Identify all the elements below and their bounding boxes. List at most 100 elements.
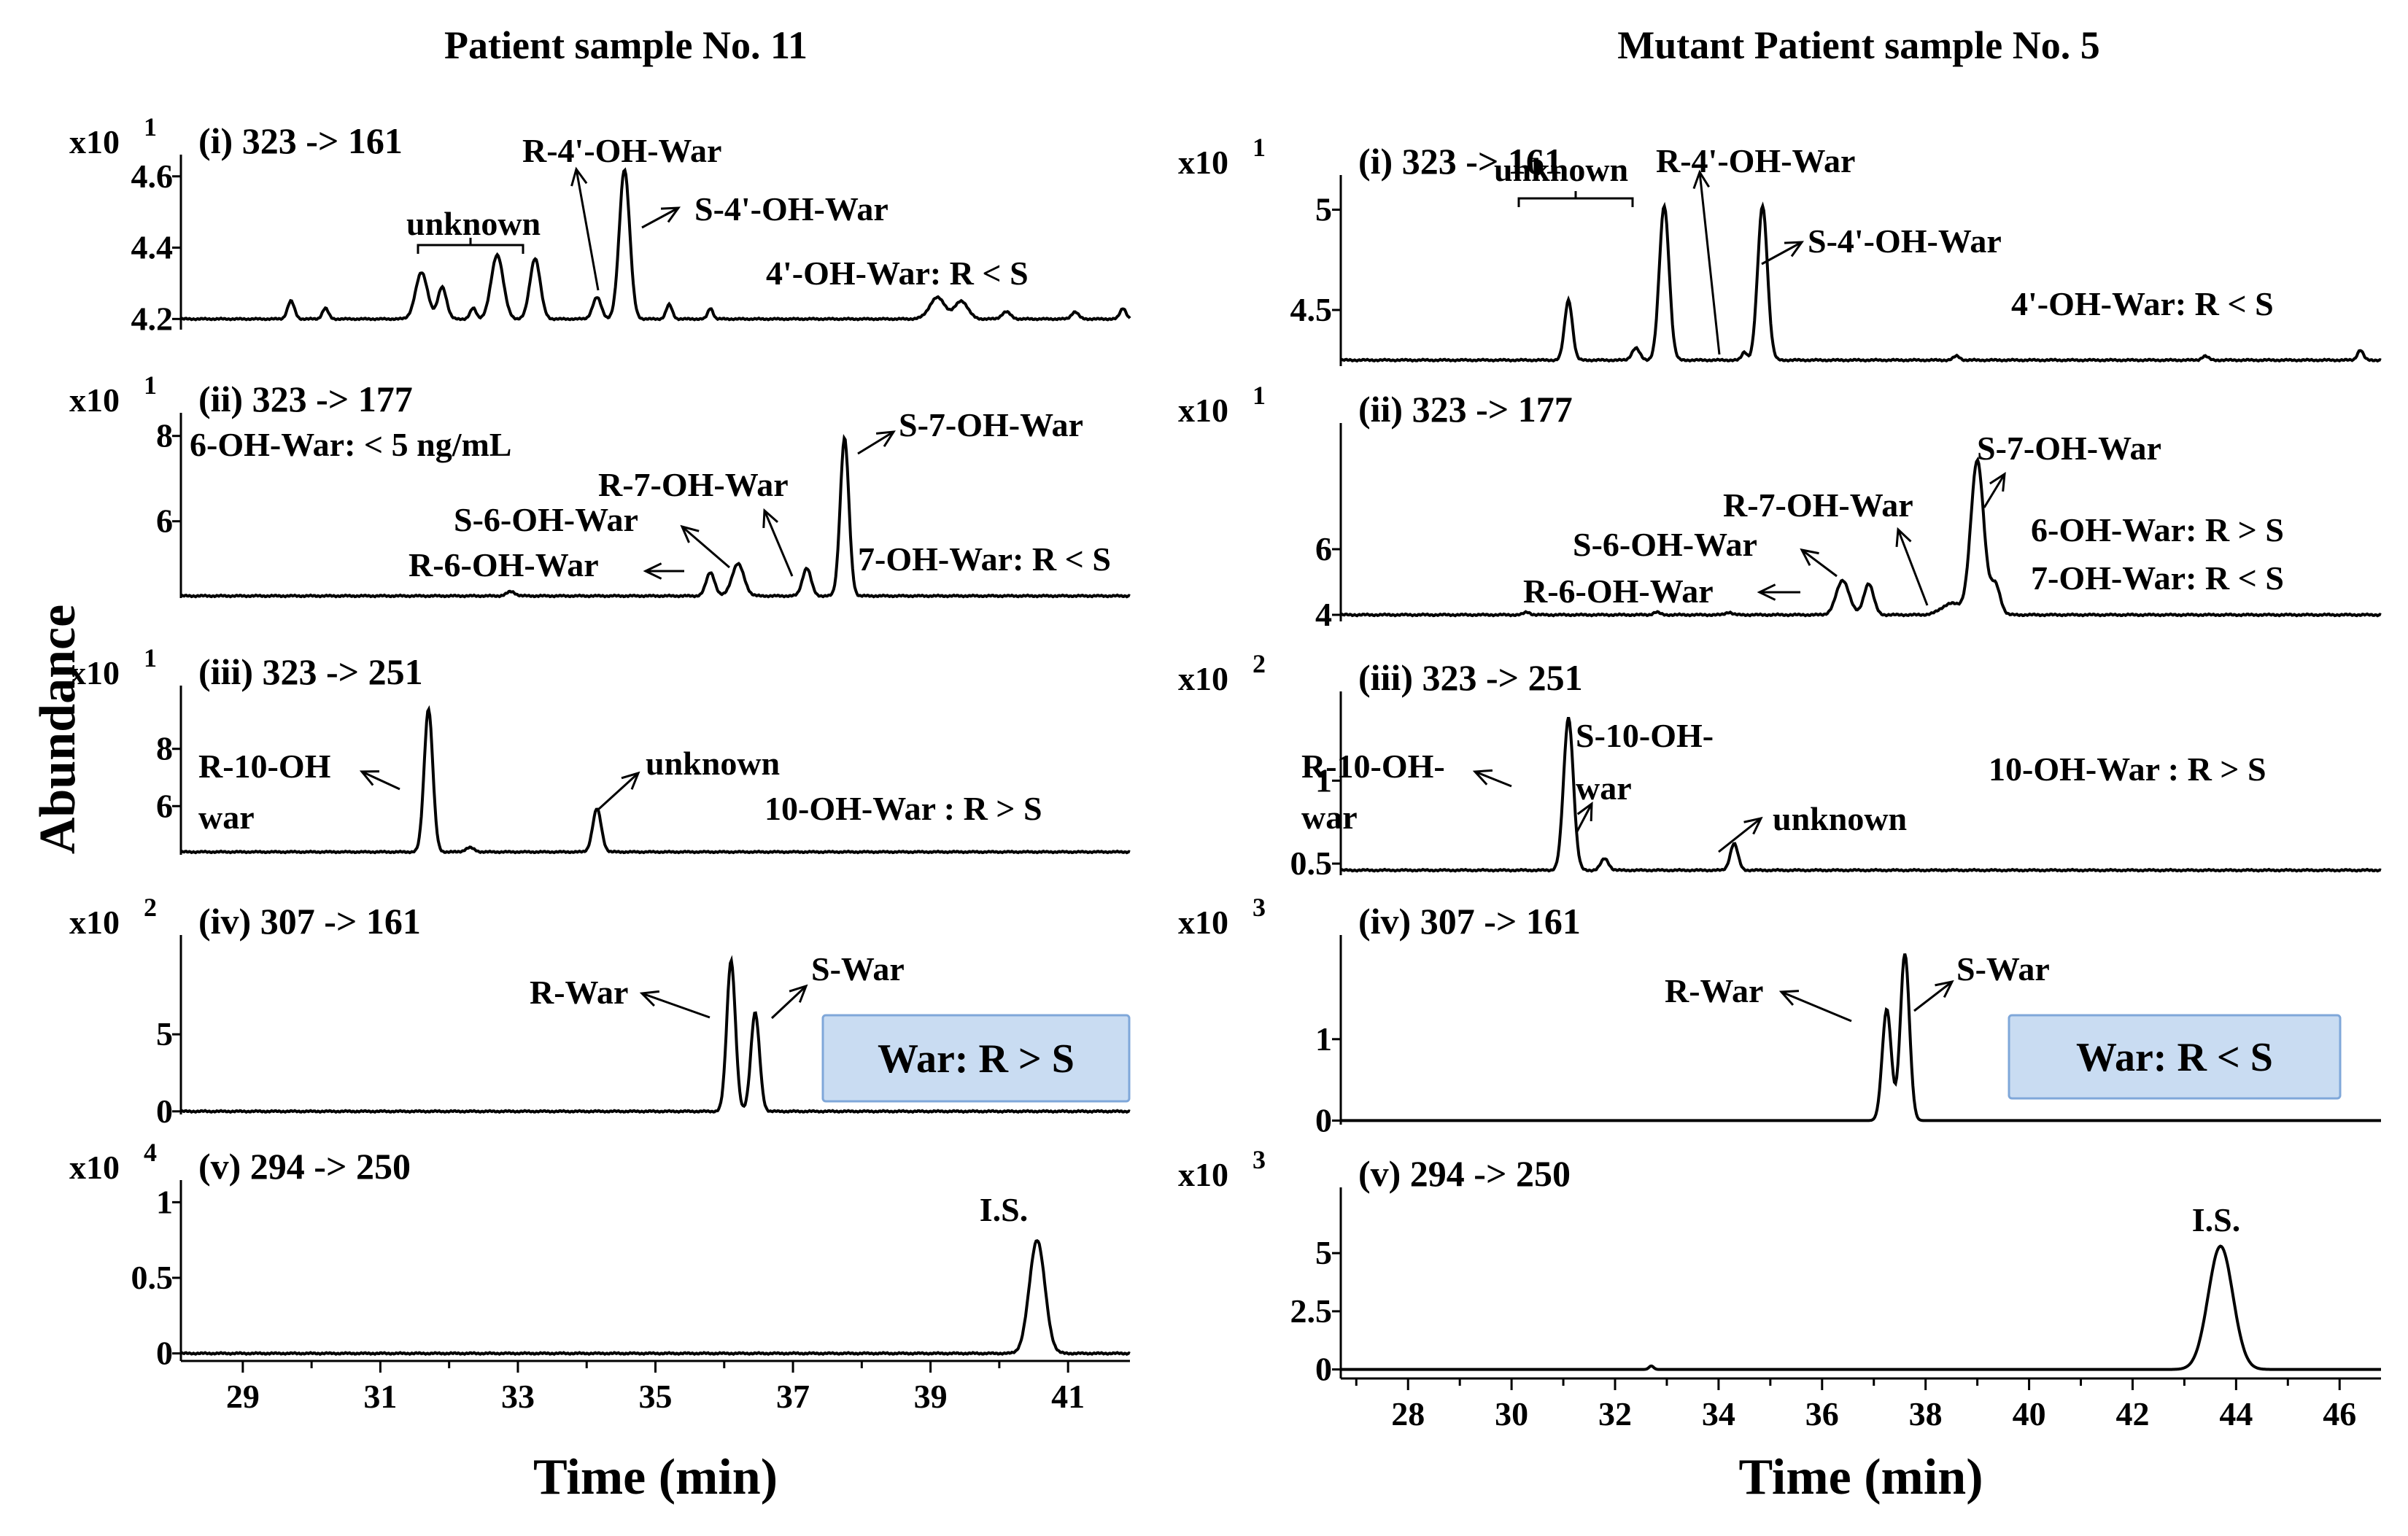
y-tick-label: 8 — [156, 417, 173, 454]
annotation-arrow — [570, 166, 600, 291]
x-tick-label: 31 — [363, 1378, 397, 1415]
annotation: S-4'-OH-War — [1808, 222, 2002, 260]
result-box — [2008, 1014, 2342, 1100]
annotation: unknown — [646, 745, 780, 782]
annotation-arrow — [641, 206, 681, 229]
annotation: S-4'-OH-War — [694, 190, 889, 228]
annotation-arrow — [1913, 980, 1954, 1012]
annotation: 7-OH-War: R < S — [2031, 559, 2284, 597]
annotation: war — [1301, 799, 1358, 836]
y-scale-exponent: 3 — [1253, 1145, 1266, 1174]
result-box — [821, 1014, 1131, 1103]
annotation: 10-OH-War : R > S — [764, 790, 1042, 827]
annotation-arrow — [597, 771, 640, 811]
trace-line — [1340, 457, 2382, 618]
x-tick-label: 40 — [2013, 1395, 2046, 1432]
y-scale-exponent: 1 — [1253, 381, 1266, 410]
annotation-arrow — [762, 508, 794, 577]
annotation: unknown — [1773, 800, 1907, 837]
chromatogram-plots: 4.2 4.4 4.6 x10 1 (i) 323 -> 161 6 8 x10 1 (ii) 32… — [69, 112, 2382, 1505]
y-tick-label: 4.6 — [131, 158, 174, 195]
annotation: 4'-OH-War: R < S — [766, 255, 1029, 292]
result-box-label: War: R < S — [2076, 1035, 2273, 1080]
trace-line — [180, 705, 1131, 855]
y-tick-label: 4.2 — [131, 300, 174, 337]
annotation: R-7-OH-War — [1723, 486, 1913, 524]
y-tick-label: 4.4 — [131, 229, 174, 266]
annotation: R-10-OH — [198, 748, 331, 785]
panel-label: (iv) 307 -> 161 — [1358, 901, 1581, 942]
y-scale-label: x10 — [1178, 1156, 1228, 1193]
annotation: S-7-OH-War — [1977, 430, 2161, 467]
annotation-arrow — [643, 562, 684, 580]
annotation-arrow — [1718, 816, 1763, 853]
y-tick-label: 1 — [156, 1183, 173, 1220]
y-tick-label: 1 — [1315, 1020, 1332, 1058]
annotation-arrow — [1800, 548, 1838, 578]
annotation-arrow — [1757, 583, 1800, 601]
bracket — [417, 238, 524, 254]
y-tick-label: 0 — [1315, 1101, 1332, 1139]
y-scale-label: x10 — [1178, 392, 1228, 429]
x-tick-label: 29 — [226, 1378, 260, 1415]
annotation-arrow — [857, 430, 896, 455]
annotation: S-War — [811, 950, 905, 988]
x-tick-label: 33 — [501, 1378, 535, 1415]
x-tick-label: 36 — [1805, 1395, 1839, 1432]
y-tick-label: 5 — [1315, 191, 1332, 228]
annotation: 6-OH-War: < 5 ng/mL — [190, 426, 511, 463]
trace-line — [180, 1239, 1131, 1357]
y-scale-exponent: 1 — [144, 112, 157, 141]
x-axis-label: Time (min) — [1738, 1449, 1983, 1505]
y-tick-label: 5 — [1315, 1234, 1332, 1271]
y-tick-label: 0 — [156, 1335, 173, 1372]
result-box-label: War: R > S — [878, 1036, 1075, 1082]
trace-line — [1341, 953, 2381, 1122]
panel-label: (iii) 323 -> 251 — [1358, 657, 1583, 698]
annotation: war — [198, 799, 255, 836]
annotation: S-10-OH- — [1576, 717, 1714, 754]
x-axis-label: Time (min) — [533, 1449, 778, 1505]
annotation-arrow — [680, 524, 730, 569]
annotation: 4'-OH-War: R < S — [2011, 285, 2274, 322]
annotation-arrow — [359, 770, 400, 791]
y-scale-label: x10 — [69, 381, 120, 419]
panel-label: (i) 323 -> 161 — [1358, 141, 1563, 182]
y-tick-label: 2.5 — [1290, 1292, 1333, 1330]
annotation-arrow — [639, 990, 711, 1019]
y-tick-label: 0.5 — [131, 1259, 174, 1296]
y-scale-exponent: 2 — [144, 893, 157, 922]
y-tick-label: 0 — [1315, 1351, 1332, 1388]
y-tick-label: 8 — [156, 730, 173, 767]
y-axis-label: Abundance — [30, 605, 86, 854]
trace-line — [1340, 717, 2382, 873]
y-scale-label: x10 — [1178, 660, 1228, 697]
y-tick-label: 6 — [156, 503, 173, 540]
annotation: R-7-OH-War — [598, 466, 789, 503]
trace-line — [179, 433, 1131, 599]
x-tick-label: 37 — [776, 1378, 810, 1415]
x-tick-label: 46 — [2323, 1395, 2356, 1432]
annotation: R-War — [530, 974, 628, 1011]
y-scale-label: x10 — [69, 123, 120, 160]
left-figure-title: Patient sample No. 11 — [444, 23, 808, 67]
annotation: R-6-OH-War — [409, 546, 599, 583]
y-scale-exponent: 4 — [144, 1138, 157, 1167]
annotation: S-6-OH-War — [454, 501, 638, 538]
x-tick-label: 32 — [1598, 1395, 1632, 1432]
y-tick-label: 1 — [1315, 761, 1332, 799]
bracket — [1517, 191, 1634, 207]
trace-line — [179, 955, 1131, 1114]
x-tick-label: 38 — [1909, 1395, 1943, 1432]
y-tick-label: 4 — [1315, 596, 1332, 633]
panel-label: (v) 294 -> 250 — [1358, 1153, 1571, 1194]
y-scale-exponent: 2 — [1253, 649, 1266, 678]
annotation-arrow — [1778, 990, 1852, 1023]
y-tick-label: 5 — [156, 1015, 173, 1052]
x-tick-label: 28 — [1391, 1395, 1425, 1432]
y-tick-label: 4.5 — [1290, 291, 1333, 328]
annotation: I.S. — [980, 1191, 1028, 1228]
annotation: I.S. — [2192, 1201, 2240, 1238]
x-tick-label: 42 — [2115, 1395, 2149, 1432]
